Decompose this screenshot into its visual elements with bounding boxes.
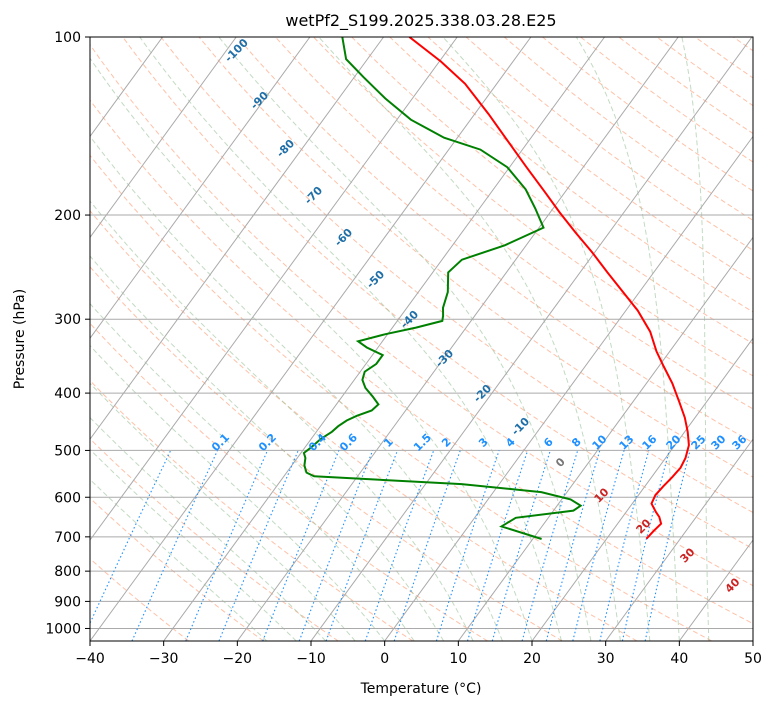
mixing-ratio-line <box>185 450 269 641</box>
isotherm <box>752 640 753 641</box>
mixing-ratio-line <box>131 450 219 641</box>
moist-adiabat <box>218 37 592 641</box>
y-tick-label: 300 <box>54 312 81 328</box>
moist-adiabat <box>90 448 297 641</box>
chart-title: wetPf2_S199.2025.338.03.28.E25 <box>285 11 556 31</box>
dry-adiabat <box>198 37 753 478</box>
y-tick-label: 1000 <box>45 621 81 637</box>
moist-adiabat <box>90 382 356 641</box>
dewpoint-line <box>302 37 583 540</box>
y-tick-label: 700 <box>54 530 81 546</box>
y-tick-label: 200 <box>54 208 81 224</box>
mixing-ratio-line <box>364 450 435 641</box>
dry-adiabat <box>90 266 563 641</box>
x-tick-label: −10 <box>296 651 326 667</box>
x-tick-label: 50 <box>744 651 762 667</box>
mixing-ratio-line <box>572 450 625 641</box>
moist-adiabat <box>442 37 651 641</box>
moist-adiabat <box>90 200 474 641</box>
x-tick-label: 40 <box>670 651 688 667</box>
mixing-ratio-line <box>298 450 374 641</box>
plot-frame <box>89 36 754 642</box>
moist-adiabat <box>318 37 621 641</box>
moist-adiabat <box>90 302 415 641</box>
mixing-ratio-line <box>599 450 650 641</box>
profile-lines <box>302 37 690 540</box>
dry-adiabat <box>313 37 753 377</box>
x-axis-title: Temperature (°C) <box>360 681 482 697</box>
isotherm <box>605 438 753 641</box>
isotherm <box>90 37 237 239</box>
y-tick-label: 800 <box>54 564 81 580</box>
x-tick-label: 0 <box>380 651 389 667</box>
dry-adiabat <box>90 43 753 587</box>
dry-adiabat <box>90 154 712 641</box>
x-tick-label: −40 <box>75 651 105 667</box>
reference-lines <box>90 37 775 641</box>
mixing-ratio-line <box>545 450 601 641</box>
dry-adiabat <box>771 37 775 641</box>
x-tick-label: 20 <box>523 651 541 667</box>
mixing-ratio-line <box>621 450 670 641</box>
dry-adiabat <box>90 558 190 641</box>
isotherm <box>531 337 753 641</box>
isotherm <box>163 37 605 641</box>
temperature-line <box>408 37 690 540</box>
y-tick-label: 500 <box>54 443 81 459</box>
y-axis: 100 200 300 400 500 600 700 800 900 1000 <box>45 30 90 637</box>
moist-adiabat <box>90 416 327 641</box>
dry-adiabat <box>90 210 638 641</box>
dry-adiabat <box>90 99 753 625</box>
y-tick-label: 900 <box>54 594 81 610</box>
mixing-ratio-line <box>218 450 299 641</box>
moist-adiabat <box>90 135 503 641</box>
moist-adiabat <box>90 255 445 641</box>
isotherm <box>384 135 753 641</box>
y-tick-label: 600 <box>54 490 81 506</box>
y-tick-label: 400 <box>54 386 81 402</box>
mixing-ratio-line <box>262 450 340 641</box>
isotherm <box>90 37 384 441</box>
dry-adiabat <box>351 37 753 345</box>
mixing-ratio-line <box>393 450 461 641</box>
plot-background <box>90 37 753 641</box>
x-tick-label: −20 <box>223 651 253 667</box>
dry-adiabat <box>122 37 753 550</box>
dry-adiabat <box>160 37 753 514</box>
moist-adiabat <box>90 57 533 641</box>
x-axis: −40 −30 −20 −10 0 10 20 30 40 50 <box>75 641 762 667</box>
isotherm <box>90 37 532 641</box>
isotherm <box>90 37 311 340</box>
moist-adiabat <box>139 37 562 641</box>
isotherm <box>457 236 753 641</box>
mixing-ratio-line <box>325 450 399 641</box>
y-axis-title: Pressure (hPa) <box>12 289 28 389</box>
mixing-ratio-line <box>466 450 529 641</box>
moist-adiabat <box>681 37 710 641</box>
x-tick-label: −30 <box>149 651 179 667</box>
isotherm <box>236 37 679 641</box>
x-tick-label: 30 <box>597 651 615 667</box>
isotherm <box>310 37 753 641</box>
mixing-ratio-line <box>435 450 500 641</box>
isotherm <box>90 37 458 541</box>
moist-adiabat <box>575 37 680 641</box>
dry-adiabat <box>275 37 753 410</box>
mixing-ratio-line <box>521 450 579 641</box>
y-tick-label: 100 <box>54 30 81 46</box>
x-tick-label: 10 <box>449 651 467 667</box>
mixing-ratio-line <box>491 450 551 641</box>
